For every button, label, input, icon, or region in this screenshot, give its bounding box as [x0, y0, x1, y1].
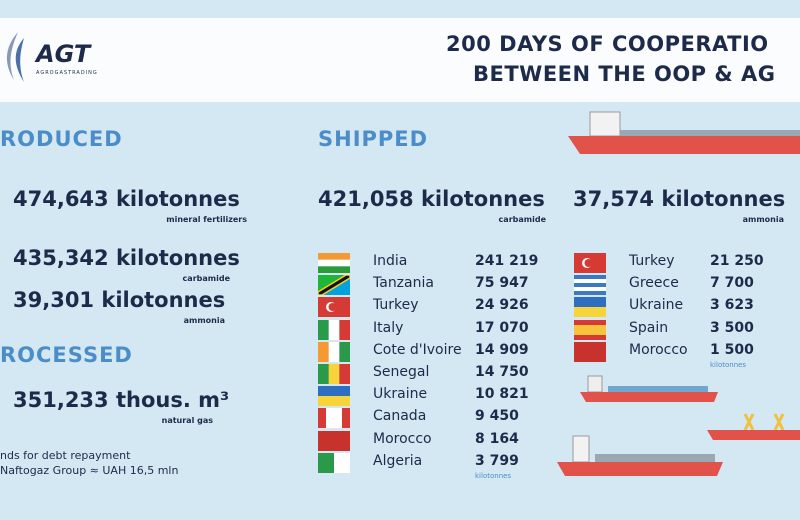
amount: 10 821 — [475, 386, 529, 403]
product: mineral fertilizers — [166, 215, 247, 224]
country: Italy — [373, 319, 404, 336]
flag — [574, 297, 606, 321]
amount: 3 500 — [710, 319, 754, 336]
country: Tanzania — [373, 275, 434, 292]
amount: 14 750 — [475, 364, 529, 380]
title-line: 200 DAYS OF COOPERATIO — [446, 32, 769, 56]
header-band — [0, 18, 800, 102]
flag — [574, 253, 606, 273]
flag — [574, 319, 606, 341]
section-heading: RODUCED — [0, 127, 123, 151]
amount: 14 909 — [475, 341, 529, 358]
flag — [318, 297, 350, 318]
amount: 17 070 — [475, 319, 529, 336]
unit: kilotonnes — [475, 472, 512, 480]
flag — [574, 275, 606, 299]
amount: 8 164 — [475, 430, 519, 447]
country: Ukraine — [373, 386, 428, 403]
flag — [318, 408, 351, 432]
unit: kilotonnes — [710, 361, 747, 369]
amount: 474,643 kilotonnes — [13, 187, 240, 211]
ship — [707, 413, 800, 440]
country: Morocco — [373, 430, 432, 447]
flag — [318, 341, 351, 366]
flag — [318, 430, 350, 455]
flag — [574, 253, 606, 277]
flag — [574, 275, 606, 296]
flag — [318, 408, 351, 429]
country: Greece — [629, 275, 679, 292]
amount: 21 250 — [710, 253, 764, 269]
product: ammonia — [742, 215, 784, 224]
flag — [318, 297, 350, 321]
country: Cote d'Ivoire — [373, 341, 462, 358]
product: carbamide — [182, 274, 230, 283]
flag — [318, 319, 351, 340]
product: natural gas — [161, 416, 213, 425]
section-heading: ROCESSED — [0, 343, 133, 367]
flag — [318, 253, 350, 277]
note: nds for debt repayment — [0, 449, 131, 462]
ship — [557, 435, 723, 476]
logo-name: AGT — [36, 40, 91, 68]
country: Turkey — [629, 253, 675, 269]
total: 421,058 kilotonnes — [318, 187, 545, 211]
logo-icon — [6, 32, 24, 82]
flag — [317, 274, 351, 299]
amount: 39,301 kilotonnes — [13, 288, 226, 312]
flag — [318, 386, 350, 407]
logo-subtitle: AGROGASTRADING — [36, 70, 98, 76]
country: Spain — [629, 319, 669, 336]
flag — [318, 430, 350, 452]
product: ammonia — [183, 316, 225, 325]
flag — [318, 452, 351, 473]
flag — [318, 364, 351, 388]
ship — [580, 375, 718, 402]
country: India — [373, 253, 408, 269]
amount: 24 926 — [475, 297, 529, 314]
ship — [568, 111, 800, 154]
flag — [318, 386, 350, 410]
section-heading: SHIPPED — [318, 127, 429, 151]
amount: 7 700 — [710, 275, 754, 292]
flag — [318, 319, 351, 344]
note: Naftogaz Group ≈ UAH 16,5 mln — [0, 464, 179, 477]
flag — [318, 341, 351, 362]
amount: 1 500 — [710, 341, 754, 358]
country: Canada — [373, 408, 427, 425]
flag — [574, 341, 606, 366]
title-line: BETWEEN THE OOP & AG — [473, 62, 776, 86]
flag — [317, 274, 351, 296]
flag — [318, 364, 351, 384]
amount: 351,233 thous. m³ — [13, 388, 230, 412]
amount: 241 219 — [475, 253, 539, 269]
country: Turkey — [373, 297, 419, 314]
country: Morocco — [629, 341, 688, 358]
country: Ukraine — [629, 297, 684, 314]
flag — [574, 341, 606, 363]
amount: 435,342 kilotonnes — [13, 246, 240, 270]
flag — [574, 319, 606, 344]
country: Senegal — [373, 364, 430, 380]
total: 37,574 kilotonnes — [573, 187, 786, 211]
product: carbamide — [498, 215, 546, 224]
amount: 3 623 — [710, 297, 754, 314]
amount: 3 799 — [475, 452, 519, 469]
amount: 9 450 — [475, 408, 519, 425]
flag — [318, 253, 350, 274]
country: Algeria — [373, 452, 423, 469]
amount: 75 947 — [475, 275, 529, 292]
flag — [574, 297, 606, 318]
flag — [318, 452, 351, 477]
